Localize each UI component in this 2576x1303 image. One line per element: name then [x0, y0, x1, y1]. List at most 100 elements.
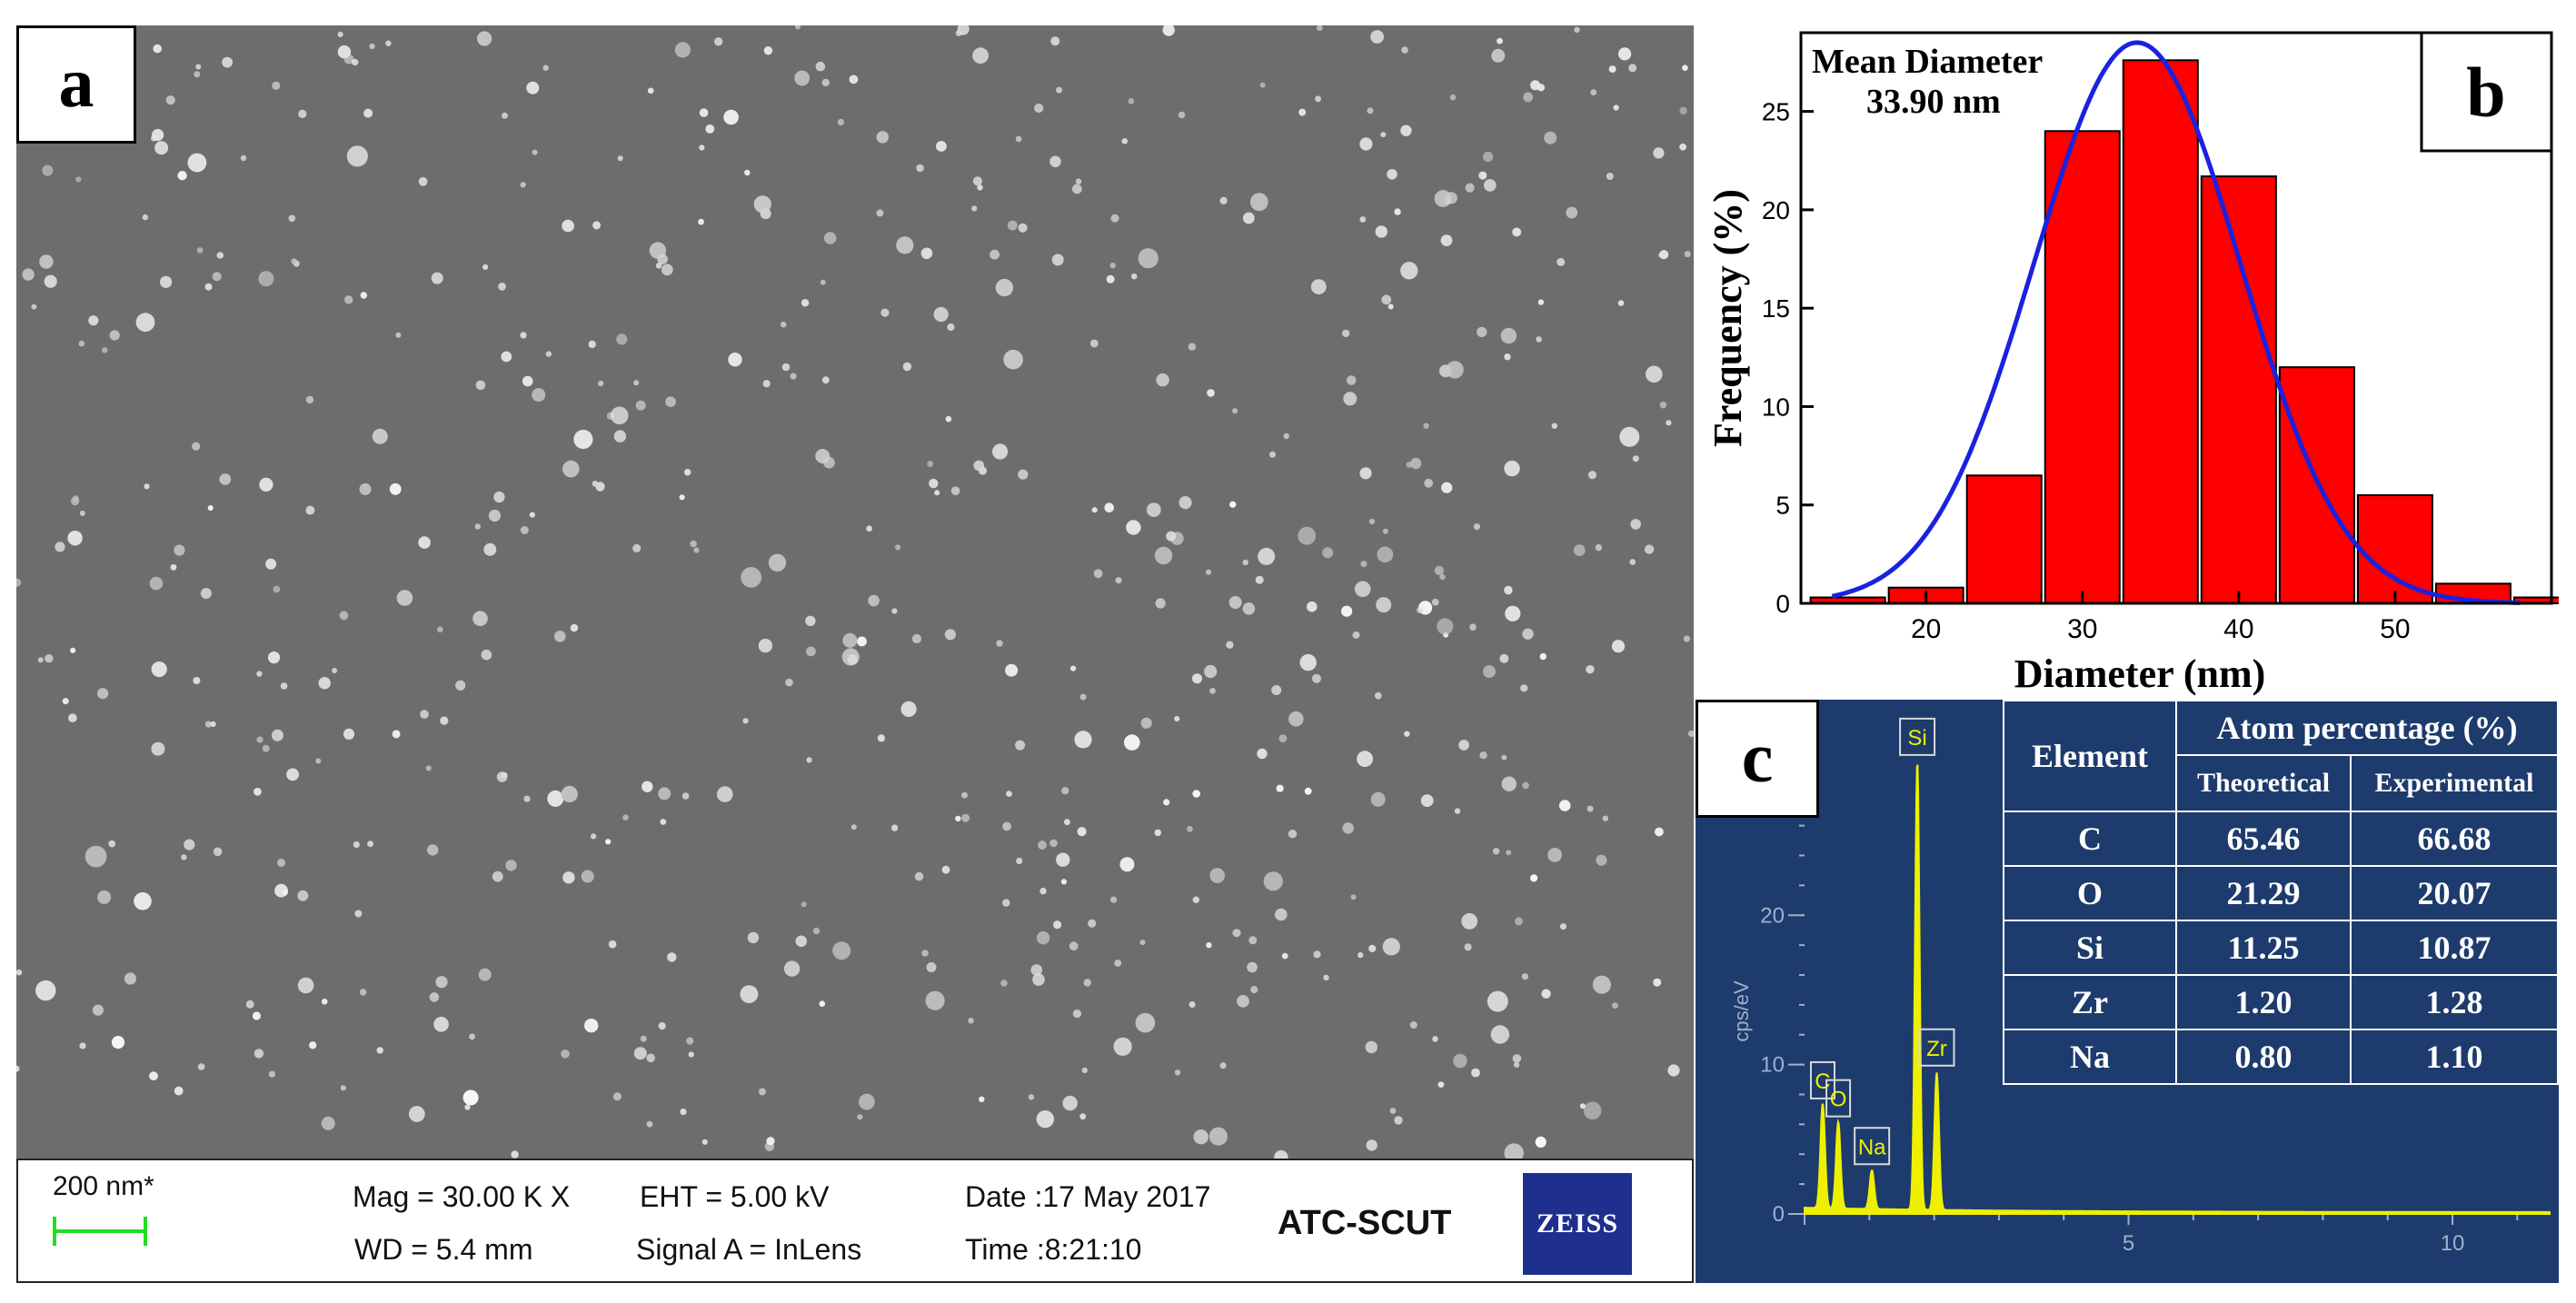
- nanoparticle: [245, 1000, 254, 1009]
- nanoparticle: [1352, 631, 1360, 639]
- nanoparticle: [1288, 830, 1298, 839]
- y-tick-label: 10: [1762, 393, 1790, 421]
- cell-theoretical: 1.20: [2175, 974, 2352, 1030]
- nanoparticle: [469, 1033, 475, 1040]
- nanoparticle: [821, 78, 830, 87]
- nanoparticle: [286, 768, 299, 781]
- nanoparticle: [1154, 546, 1173, 565]
- nanoparticle: [768, 553, 787, 572]
- histogram-bar: [2200, 175, 2277, 604]
- nanoparticle: [573, 429, 593, 450]
- nanoparticle: [990, 249, 1000, 260]
- nanoparticle: [698, 218, 704, 225]
- nanoparticle: [273, 585, 281, 593]
- nanoparticle: [520, 332, 527, 339]
- nanoparticle: [344, 295, 353, 304]
- nanoparticle: [592, 221, 602, 230]
- table-row: O 21.29 20.07: [2003, 865, 2559, 921]
- nanoparticle: [309, 1041, 317, 1049]
- y-tick-label: 0: [1773, 1202, 1785, 1227]
- nanoparticle: [259, 477, 274, 492]
- nanoparticle: [581, 870, 594, 883]
- nanoparticle: [1032, 973, 1045, 986]
- nanoparticle: [31, 303, 37, 310]
- nanoparticle: [1018, 223, 1028, 233]
- nanoparticle: [1015, 740, 1026, 751]
- nanoparticle: [1250, 986, 1258, 994]
- nanoparticle: [529, 512, 535, 518]
- nanoparticle: [35, 980, 56, 1001]
- capture-time: Time :8:21:10: [965, 1233, 1142, 1266]
- nanoparticle: [67, 531, 83, 546]
- nanoparticle: [1007, 220, 1018, 231]
- nanoparticle: [896, 236, 914, 254]
- nanoparticle: [1288, 711, 1304, 727]
- cell-theoretical: 11.25: [2175, 920, 2352, 976]
- nanoparticle: [1632, 455, 1639, 463]
- nanoparticle: [667, 952, 677, 962]
- nanoparticle: [37, 657, 44, 663]
- peak-label-o: O: [1825, 1079, 1852, 1118]
- nanoparticle: [462, 1089, 479, 1106]
- nanoparticle: [925, 990, 945, 1010]
- nanoparticle: [895, 544, 901, 551]
- nanoparticle: [291, 258, 298, 264]
- nanoparticle: [170, 563, 177, 571]
- nanoparticle: [1504, 460, 1520, 477]
- nanoparticle: [1205, 569, 1212, 575]
- nanoparticle: [1232, 408, 1238, 414]
- nanoparticle: [151, 741, 165, 756]
- nanoparticle: [79, 1042, 86, 1049]
- nanoparticle: [62, 698, 69, 705]
- nanoparticle: [1366, 1139, 1378, 1151]
- nanoparticle: [272, 81, 281, 90]
- nanoparticle: [124, 972, 136, 985]
- nanoparticle: [474, 523, 481, 530]
- nanoparticle: [174, 1086, 184, 1096]
- nanoparticle: [151, 661, 167, 678]
- nanoparticle: [612, 1092, 622, 1101]
- nanoparticle: [1089, 339, 1099, 348]
- nanoparticle: [1522, 628, 1534, 640]
- nanoparticle: [493, 491, 505, 503]
- nanoparticle: [1088, 919, 1097, 928]
- nanoparticle: [927, 461, 934, 467]
- nanoparticle: [1276, 784, 1284, 792]
- nanoparticle: [1630, 519, 1641, 530]
- nanoparticle: [352, 58, 359, 66]
- nanoparticle: [22, 268, 35, 281]
- y-tick-label: 10: [1760, 1053, 1785, 1078]
- cell-theoretical: 21.29: [2175, 865, 2352, 921]
- nanoparticle: [868, 594, 880, 607]
- nanoparticle: [1499, 653, 1509, 663]
- nanoparticle: [859, 1093, 875, 1110]
- nanoparticle: [1128, 97, 1135, 104]
- nanoparticle: [1579, 1103, 1586, 1109]
- nanoparticle: [472, 611, 488, 626]
- nanoparticle: [801, 299, 810, 307]
- nanoparticle: [633, 1047, 647, 1060]
- nanoparticle: [850, 824, 857, 831]
- nanoparticle: [1079, 1113, 1087, 1120]
- nanoparticle: [1140, 717, 1152, 729]
- nanoparticle: [181, 854, 187, 860]
- nanoparticle: [193, 677, 201, 684]
- nanoparticle: [1537, 299, 1545, 305]
- nanoparticle: [195, 64, 202, 70]
- nanoparticle: [545, 351, 552, 357]
- nanoparticle: [681, 792, 690, 800]
- histogram-chart: 0 5 10 15 20 25 20 30 40 50 Diameter (nm) Frequency…: [1706, 31, 2576, 696]
- nanoparticle: [418, 176, 428, 186]
- nanoparticle: [297, 890, 309, 901]
- nanoparticle: [794, 70, 811, 86]
- nanoparticle: [794, 25, 801, 30]
- nanoparticle: [204, 721, 212, 728]
- nanoparticle: [109, 330, 120, 341]
- nanoparticle: [1370, 30, 1384, 44]
- peak-label-si: Si: [1899, 717, 1936, 756]
- nanoparticle: [1081, 1067, 1089, 1074]
- nanoparticle: [890, 824, 899, 831]
- nanoparticle: [554, 631, 566, 642]
- nanoparticle: [723, 109, 739, 125]
- nanoparticle: [1491, 48, 1506, 63]
